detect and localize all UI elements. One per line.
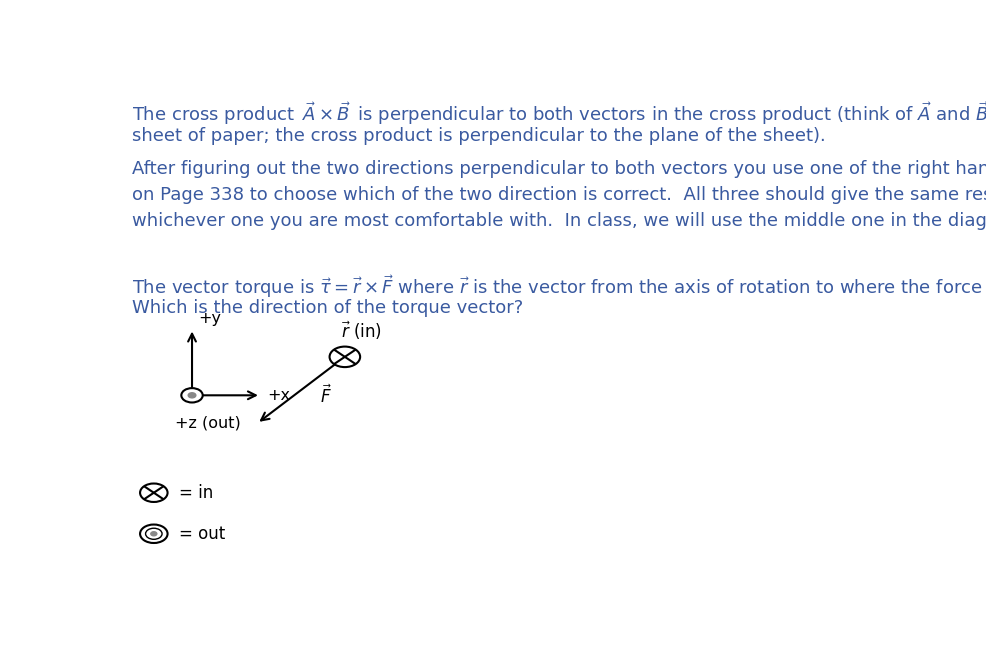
Text: $\vec{r}$ (in): $\vec{r}$ (in) (341, 320, 382, 342)
Text: = out: = out (179, 525, 225, 543)
Text: = in: = in (179, 484, 213, 501)
Text: Which is the direction of the torque vector?: Which is the direction of the torque vec… (132, 299, 524, 317)
Circle shape (146, 528, 162, 539)
Text: whichever one you are most comfortable with.  In class, we will use the middle o: whichever one you are most comfortable w… (132, 212, 986, 230)
Text: sheet of paper; the cross product is perpendicular to the plane of the sheet).: sheet of paper; the cross product is per… (132, 127, 826, 145)
Circle shape (140, 484, 168, 502)
Circle shape (181, 388, 203, 402)
Text: on Page 338 to choose which of the two direction is correct.  All three should g: on Page 338 to choose which of the two d… (132, 186, 986, 204)
Circle shape (329, 346, 360, 367)
Text: +z (out): +z (out) (176, 416, 241, 431)
Text: +x: +x (267, 388, 290, 403)
Text: +y: +y (198, 311, 221, 326)
Circle shape (188, 393, 196, 398)
Circle shape (151, 531, 157, 535)
Circle shape (140, 525, 168, 543)
Text: $\vec{F}$: $\vec{F}$ (320, 384, 331, 406)
Text: The vector torque is $\vec{\tau}=\vec{r}\times\vec{F}$ where $\vec{r}$ is the ve: The vector torque is $\vec{\tau}=\vec{r}… (132, 273, 986, 300)
Text: The cross product $\,\vec{A}\times\vec{B}\,$ is perpendicular to both vectors in: The cross product $\,\vec{A}\times\vec{B… (132, 101, 986, 127)
Text: After figuring out the two directions perpendicular to both vectors you use one : After figuring out the two directions pe… (132, 161, 986, 178)
